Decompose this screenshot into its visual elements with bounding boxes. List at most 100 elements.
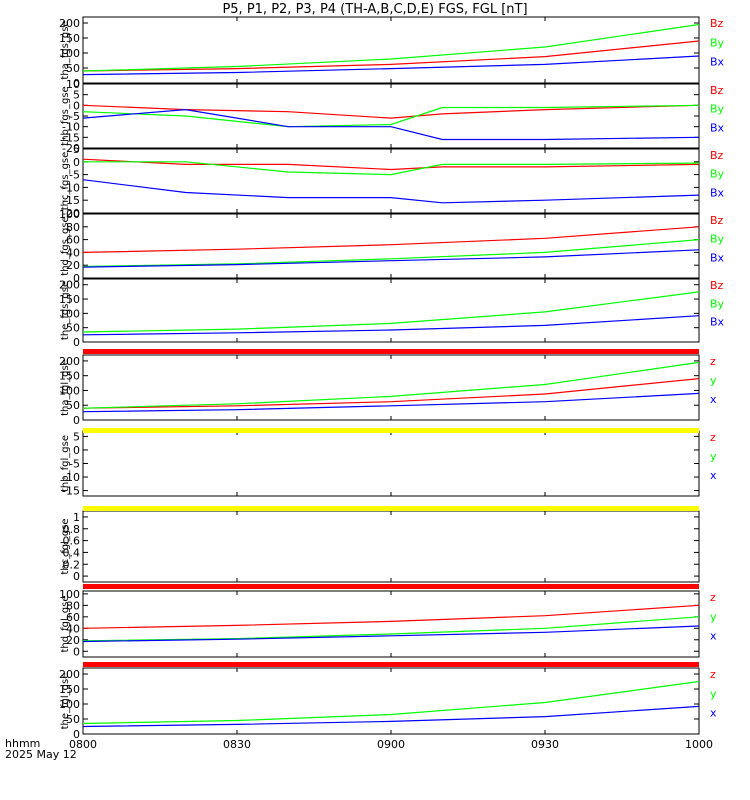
y-tick-label: 150: [59, 683, 80, 696]
y-tick-label: 5: [73, 89, 80, 102]
y-tick-label: 0: [73, 414, 80, 427]
series-line-Bz: [82, 158, 700, 171]
y-tick-label: 1: [73, 511, 80, 524]
y-tick-label: 200: [59, 17, 80, 30]
y-tick-label: 50: [66, 713, 80, 726]
y-tick-label: -15: [62, 485, 80, 498]
legend-label-By: By: [710, 103, 725, 116]
y-tick-label: -10: [62, 471, 80, 484]
legend-label-y: y: [710, 687, 717, 700]
y-tick-label: 0: [73, 645, 80, 658]
legend-label-Bz: Bz: [710, 214, 724, 227]
y-tick-label: 0: [73, 156, 80, 169]
legend-label-y: y: [710, 450, 717, 463]
legend-label-y: y: [710, 610, 717, 623]
legend-label-Bx: Bx: [710, 56, 725, 69]
legend-label-z: z: [710, 591, 716, 604]
y-axis-label: thb_fgs_gse: [60, 86, 71, 145]
time-axis-caption: hhmm 2025 May 12: [5, 738, 77, 760]
y-tick-label: 50: [66, 322, 80, 335]
series-line-Bx: [82, 55, 700, 76]
y-tick-label: 0: [73, 728, 80, 741]
y-tick-label: 200: [59, 668, 80, 681]
y-axis-label: tha_fgl_gse: [60, 359, 71, 416]
series-line-x: [82, 625, 700, 643]
series-line-z: [82, 378, 700, 409]
y-tick-label: 80: [66, 221, 80, 234]
y-axis-label: thd_fgs_gse: [60, 216, 71, 275]
status-bar: [83, 349, 699, 354]
y-tick-label: 20: [66, 634, 80, 647]
legend-label-z: z: [710, 431, 716, 444]
legend-label-By: By: [710, 168, 725, 181]
y-axis-label: thd_fgl_gse: [60, 596, 71, 653]
status-bar: [83, 428, 699, 433]
y-tick-label: 150: [59, 293, 80, 306]
legend-label-x: x: [710, 707, 717, 720]
y-axis-label: the_fgl_gse: [60, 673, 71, 730]
series-line-y: [82, 616, 700, 642]
y-axis-label: tha_fgs_gse: [60, 20, 71, 79]
y-tick-label: -5: [69, 458, 80, 471]
y-tick-label: 0: [73, 272, 80, 285]
y-tick-label: 100: [59, 47, 80, 60]
y-tick-label: 60: [66, 611, 80, 624]
y-tick-label: -20: [62, 207, 80, 220]
y-tick-label: 0.6: [63, 535, 81, 548]
panel-frame: [82, 667, 700, 735]
y-axis-label: thb_fgl_gse: [60, 435, 71, 492]
y-tick-label: -10: [62, 121, 80, 134]
y-axis-label: thc_fgl_gse: [60, 518, 71, 574]
y-tick-label: -10: [62, 181, 80, 194]
series-line-Bx: [82, 315, 700, 336]
y-tick-label: 150: [59, 32, 80, 45]
series-line-y: [82, 680, 700, 725]
y-tick-label: -5: [69, 169, 80, 182]
series-line-x: [82, 392, 700, 413]
status-bar: [83, 662, 699, 667]
y-tick-label: -15: [62, 131, 80, 144]
x-tick-label: 0830: [223, 738, 251, 751]
y-tick-label: -5: [69, 110, 80, 123]
series-line-By: [82, 239, 700, 268]
y-tick-label: 20: [66, 259, 80, 272]
y-tick-label: 0: [73, 570, 80, 583]
y-tick-label: 5: [73, 430, 80, 443]
y-tick-label: 100: [59, 208, 80, 221]
series-line-By: [82, 104, 700, 128]
legend-label-Bz: Bz: [710, 17, 724, 30]
y-tick-label: 100: [59, 384, 80, 397]
y-tick-label: 150: [59, 370, 80, 383]
y-tick-label: 0.4: [63, 546, 81, 559]
x-tick-label: 1000: [685, 738, 713, 751]
series-line-x: [82, 705, 700, 728]
panel-frame: [82, 510, 700, 583]
legend-label-x: x: [710, 630, 717, 643]
y-tick-label: 60: [66, 234, 80, 247]
y-tick-label: 200: [59, 279, 80, 292]
legend-label-x: x: [710, 469, 717, 482]
y-tick-label: 100: [59, 588, 80, 601]
legend-label-x: x: [710, 393, 717, 406]
series-line-Bz: [82, 40, 700, 72]
y-tick-label: 50: [66, 399, 80, 412]
legend-label-z: z: [710, 668, 716, 681]
x-tick-label: 0930: [531, 738, 559, 751]
status-bar: [83, 506, 699, 511]
y-tick-label: 0: [73, 336, 80, 349]
y-tick-label: 0: [73, 77, 80, 90]
y-axis-label: thc_fgs_gse: [60, 152, 71, 211]
panel-frame: [82, 213, 700, 279]
series-line-By: [82, 23, 700, 72]
series-line-Bx: [82, 179, 700, 204]
legend-label-z: z: [710, 355, 716, 368]
legend-label-Bx: Bx: [710, 316, 725, 329]
y-tick-label: 80: [66, 599, 80, 612]
status-bar: [83, 584, 699, 589]
legend-label-By: By: [710, 297, 725, 310]
y-tick-label: 10: [66, 78, 80, 91]
y-tick-label: -15: [62, 194, 80, 207]
y-tick-label: 0: [73, 99, 80, 112]
y-tick-label: 40: [66, 622, 80, 635]
